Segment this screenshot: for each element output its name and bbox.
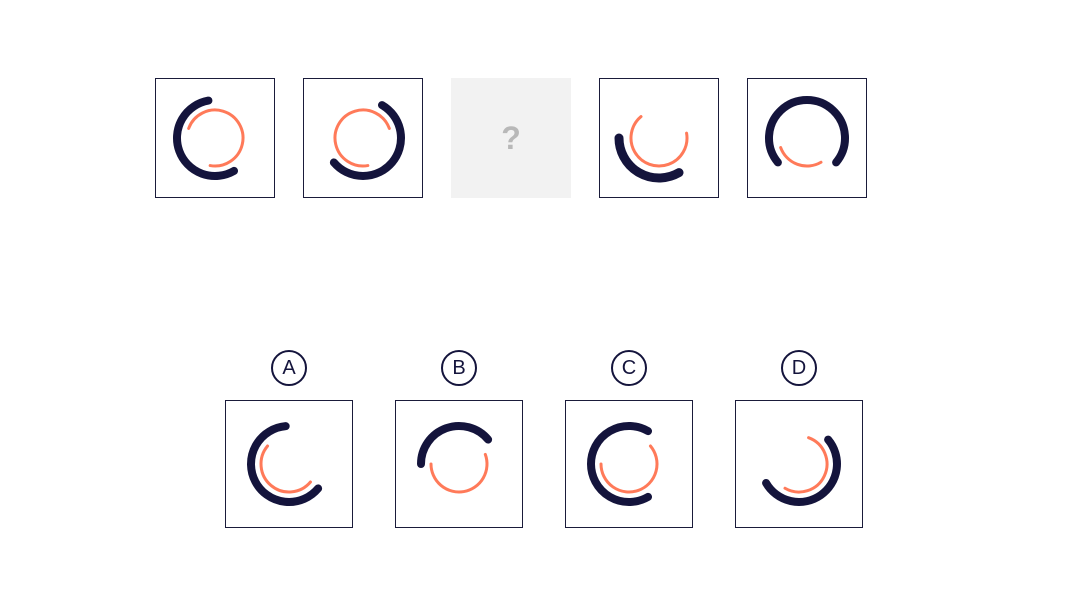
answer-option[interactable]: C <box>565 350 693 528</box>
ring-icon <box>239 414 339 514</box>
inner-arc <box>781 148 821 166</box>
inner-arc <box>335 110 389 166</box>
answer-tile[interactable] <box>225 400 353 528</box>
ring-icon <box>609 88 709 188</box>
ring-icon <box>749 414 849 514</box>
sequence-tile <box>303 78 423 198</box>
answer-badge: A <box>271 350 307 386</box>
ring-icon <box>579 414 679 514</box>
sequence-tile <box>747 78 867 198</box>
inner-arc <box>601 446 657 492</box>
placeholder-tile: ? <box>451 78 571 198</box>
ring-icon <box>409 414 509 514</box>
answer-letter: B <box>452 357 465 380</box>
answer-option[interactable]: B <box>395 350 523 528</box>
inner-arc <box>189 110 243 166</box>
inner-arc <box>785 438 827 492</box>
ring-icon <box>313 88 413 188</box>
sequence-row: ? <box>155 78 867 198</box>
ring-icon <box>757 88 857 188</box>
answer-tile[interactable] <box>735 400 863 528</box>
answer-badge: D <box>781 350 817 386</box>
answer-option[interactable]: A <box>225 350 353 528</box>
outer-arc <box>421 426 488 464</box>
inner-arc <box>431 454 487 492</box>
answer-badge: C <box>611 350 647 386</box>
answer-badge: B <box>441 350 477 386</box>
answer-option[interactable]: D <box>735 350 863 528</box>
outer-arc <box>619 138 679 178</box>
answer-letter: A <box>282 357 295 380</box>
answer-letter: D <box>792 357 806 380</box>
ring-icon <box>165 88 265 188</box>
sequence-tile <box>155 78 275 198</box>
puzzle-canvas: ? A B C D <box>0 0 1066 600</box>
sequence-tile <box>599 78 719 198</box>
answer-tile[interactable] <box>565 400 693 528</box>
answer-letter: C <box>622 357 636 380</box>
outer-arc <box>769 100 845 162</box>
answer-row: A B C D <box>225 350 863 528</box>
inner-arc <box>631 117 687 166</box>
placeholder-label: ? <box>501 120 521 157</box>
answer-tile[interactable] <box>395 400 523 528</box>
inner-arc <box>261 446 310 492</box>
